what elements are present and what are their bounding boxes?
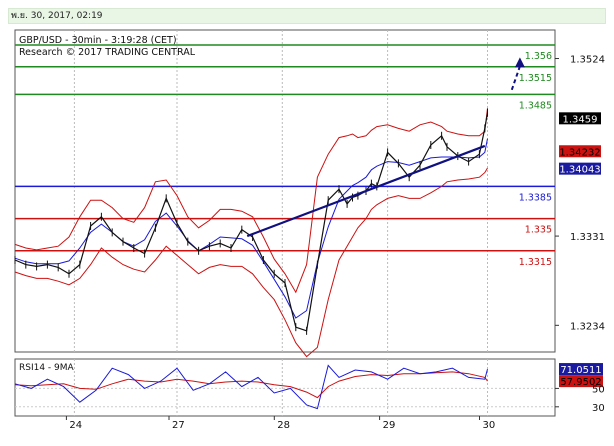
chart-subtitle: Research © 2017 TRADING CENTRAL bbox=[19, 47, 196, 58]
level-label: 1.335 bbox=[525, 225, 552, 236]
price-tag bbox=[559, 145, 601, 158]
price-tag-label: 1.34043 bbox=[559, 165, 600, 176]
level-label: 1.3385 bbox=[519, 192, 552, 203]
timestamp-strip: พ.ย. 30, 2017, 02:19 bbox=[8, 8, 606, 24]
rsi-tag bbox=[559, 375, 603, 388]
rsi-tag bbox=[559, 363, 603, 376]
rsi-panel-frame bbox=[14, 358, 556, 417]
price-tick-label: 1.3331 bbox=[570, 232, 605, 243]
top-bar: พ.ย. 30, 2017, 02:19 bbox=[0, 0, 614, 26]
forecast-arrow-head bbox=[514, 57, 525, 68]
price-series bbox=[14, 108, 489, 358]
price-panel-frame bbox=[14, 29, 556, 353]
level-label: 1.3515 bbox=[519, 73, 552, 84]
rsi-ma-line bbox=[14, 371, 488, 399]
x-tick-label: 29 bbox=[383, 420, 396, 431]
price-tag bbox=[559, 112, 601, 125]
rsi-line bbox=[14, 364, 488, 410]
price-tick-label: 1.3234 bbox=[570, 321, 605, 332]
trend-line bbox=[246, 144, 486, 238]
band-lower bbox=[14, 167, 488, 358]
x-tick-label: 28 bbox=[277, 420, 290, 431]
x-tick-label: 30 bbox=[483, 420, 496, 431]
band-upper bbox=[14, 108, 488, 294]
timestamp: พ.ย. 30, 2017, 02:19 bbox=[11, 11, 103, 21]
rsi-tag-label: 71.0511 bbox=[560, 365, 601, 376]
price-tick-label: 1.3524 bbox=[570, 55, 605, 66]
x-tick-label: 24 bbox=[69, 420, 82, 431]
level-label: 1.3485 bbox=[519, 100, 552, 111]
chart-title: GBP/USD - 30min - 3:19:28 (CET) bbox=[19, 35, 177, 46]
rsi-tick-label: 50 bbox=[592, 384, 605, 395]
price-tag-label: 1.3459 bbox=[563, 114, 598, 125]
level-label: 1.356 bbox=[525, 51, 552, 62]
rsi-title: RSI14 - 9MA bbox=[19, 363, 75, 373]
level-label: 1.3315 bbox=[519, 257, 552, 268]
rsi-series bbox=[14, 364, 555, 410]
rsi-tag-label: 57.9502 bbox=[560, 377, 601, 388]
x-tick-label: 27 bbox=[172, 420, 185, 431]
rsi-tick-label: 30 bbox=[592, 403, 605, 414]
axes: 24 27 28 29 30 1.3524 1.3331 1.3234 50 30 bbox=[65, 55, 605, 431]
grid bbox=[73, 30, 488, 416]
price-tag-label: 1.34232 bbox=[559, 147, 600, 158]
price-tag bbox=[559, 162, 601, 175]
